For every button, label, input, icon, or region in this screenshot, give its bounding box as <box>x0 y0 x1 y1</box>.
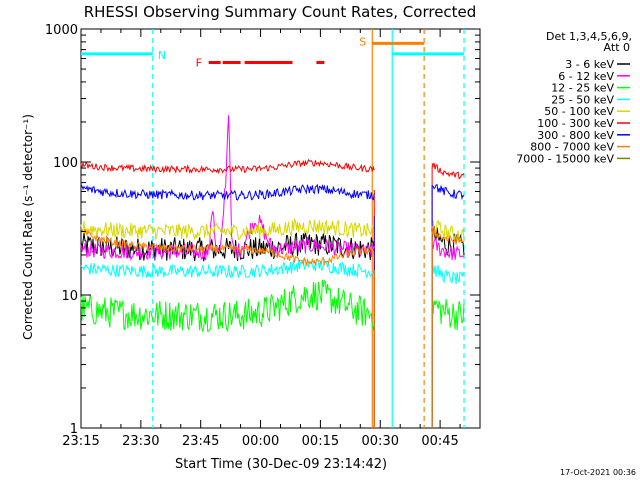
series-line-1-after-gap <box>431 237 465 261</box>
legend-label-4: 50 - 100 keV <box>544 105 614 118</box>
series-line-3 <box>80 257 375 280</box>
y-tick-label: 1 <box>70 422 78 437</box>
saa-label: S <box>359 35 366 48</box>
legend-label-0: 3 - 6 keV <box>565 58 614 71</box>
chart-title: RHESSI Observing Summary Count Rates, Co… <box>84 3 477 21</box>
series-layer <box>80 115 465 428</box>
annotation-layer: N S F <box>81 29 465 428</box>
timestamp: 17-Oct-2021 00:36 <box>560 468 636 477</box>
legend-header-line-2: Att 0 <box>604 41 630 54</box>
series-line-1 <box>80 115 375 261</box>
series-line-3-after-gap <box>431 264 465 285</box>
x-tick-label: 00:15 <box>302 434 339 449</box>
night-label: N <box>158 49 166 62</box>
legend-label-6: 300 - 800 keV <box>537 129 614 142</box>
legend-label-3: 25 - 50 keV <box>551 93 614 106</box>
series-line-5-after-gap <box>431 162 465 180</box>
series-line-7-after-gap <box>431 225 465 245</box>
x-tick-label: 23:30 <box>122 434 159 449</box>
legend-label-8: 7000 - 15000 keV <box>516 152 614 165</box>
series-line-4-after-gap <box>431 219 465 242</box>
legend-label-1: 6 - 12 keV <box>558 70 614 83</box>
flare-label: F <box>196 56 202 69</box>
legend-label-5: 100 - 300 keV <box>537 117 614 130</box>
series-line-5 <box>80 158 375 175</box>
axis-ticks: 1 10 100 1000 23:15 23:30 23:45 00:00 00:15 00:30… <box>45 23 481 449</box>
x-tick-label: 23:45 <box>182 434 219 449</box>
legend-header-line-1: Det 1,3,4,5,6,9, <box>546 30 632 43</box>
y-tick-label: 100 <box>53 156 78 171</box>
x-tick-label: 00:00 <box>242 434 279 449</box>
series-line-6-after-gap <box>431 184 465 201</box>
x-tick-label: 00:30 <box>362 434 399 449</box>
x-axis-label: Start Time (30-Dec-09 23:14:42) <box>175 457 387 472</box>
x-tick-label: 00:45 <box>421 434 458 449</box>
series-line-7 <box>80 228 375 267</box>
y-tick-label: 10 <box>61 289 78 304</box>
series-line-4 <box>80 217 375 241</box>
legend-label-2: 12 - 25 keV <box>551 82 614 95</box>
series-line-2 <box>80 279 375 333</box>
y-axis-label: Corrected Count Rate (s⁻¹ detector⁻¹) <box>21 114 35 340</box>
series-line-0 <box>80 232 375 262</box>
y-tick-label: 1000 <box>45 23 78 38</box>
x-tick-label: 23:15 <box>62 434 99 449</box>
legend-label-7: 800 - 7000 keV <box>530 141 614 154</box>
series-line-2-after-gap <box>431 287 465 331</box>
series-line-6 <box>80 183 375 201</box>
